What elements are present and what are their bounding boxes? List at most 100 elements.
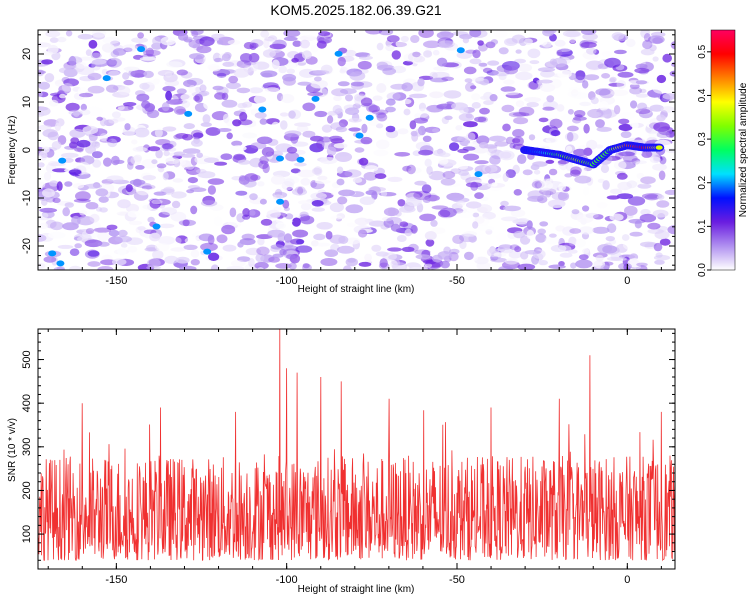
heatmap-cell <box>355 52 371 58</box>
colorbar-gradient <box>710 29 736 271</box>
heatmap-hotspot <box>137 46 146 53</box>
heatmap-cell <box>452 234 464 244</box>
heatmap-cell <box>636 172 645 180</box>
heatmap-cell <box>226 132 233 140</box>
heatmap-cell <box>548 168 558 176</box>
heatmap-cell <box>579 226 594 235</box>
heatmap-cell <box>537 228 546 235</box>
heatmap-cell <box>465 182 483 188</box>
heatmap-cell <box>524 250 541 255</box>
heatmap-cell <box>498 265 513 270</box>
heatmap-cell <box>284 130 302 138</box>
heatmap-cell <box>582 248 590 254</box>
heatmap-cell <box>264 36 275 42</box>
heatmap-hotspot <box>456 47 465 54</box>
heatmap-cell <box>514 58 526 64</box>
heatmap-cell <box>647 35 665 44</box>
heatmap-cell <box>375 139 390 150</box>
heatmap-hotspot <box>365 114 374 121</box>
y-tick-label: 100 <box>21 525 33 543</box>
heatmap-cell <box>538 117 549 123</box>
heatmap-cell <box>38 150 48 161</box>
colorbar-tick-label: 0.5 <box>697 44 708 58</box>
heatmap-cell <box>247 209 261 218</box>
heatmap-cell <box>383 207 400 217</box>
heatmap-cell <box>161 102 170 112</box>
heatmap-cell <box>112 48 127 56</box>
heatmap-cell <box>105 69 121 76</box>
heatmap-cell <box>334 152 353 162</box>
heatmap-cell <box>41 210 55 219</box>
heatmap-cell <box>158 236 176 245</box>
heatmap-cell <box>606 195 620 200</box>
heatmap-cell <box>537 67 556 72</box>
heatmap-cell <box>345 107 360 115</box>
heatmap-cell <box>251 42 259 49</box>
heatmap-cell <box>623 186 640 195</box>
heatmap-cell <box>417 78 425 87</box>
heatmap-cell <box>80 226 95 232</box>
heatmap-cell <box>383 76 391 86</box>
heatmap-cell <box>321 124 333 133</box>
heatmap-cell <box>463 121 478 128</box>
heatmap-cell <box>123 79 134 86</box>
heatmap-cell <box>574 114 583 119</box>
heatmap-cell <box>216 234 228 244</box>
heatmap-cell <box>84 183 102 189</box>
heatmap-cell <box>565 145 573 153</box>
heatmap-cell <box>574 76 586 83</box>
heatmap-cell <box>175 235 189 244</box>
heatmap-cell <box>498 244 513 251</box>
heatmap-cell <box>626 38 636 48</box>
heatmap-cell <box>360 97 373 107</box>
heatmap-cell <box>573 148 587 156</box>
heatmap-cell <box>402 60 413 66</box>
heatmap-cell <box>399 206 416 213</box>
heatmap-cell <box>456 200 466 206</box>
heatmap-cell <box>599 88 615 99</box>
heatmap-cell <box>124 123 131 131</box>
heatmap-cell <box>550 130 561 137</box>
heatmap-cell <box>371 109 389 115</box>
heatmap-cell <box>524 97 541 103</box>
heatmap-cell <box>582 80 589 89</box>
heatmap-cell <box>477 40 484 46</box>
heatmap-cell <box>203 100 215 110</box>
heatmap-cell <box>615 93 631 100</box>
heatmap-cell <box>601 51 613 57</box>
y-tick-label: 400 <box>21 394 33 412</box>
heatmap-cell <box>95 188 109 197</box>
heatmap-cell <box>85 228 95 235</box>
heatmap-cell <box>444 115 453 121</box>
heatmap-cell <box>286 186 293 192</box>
heatmap-cell <box>287 95 296 103</box>
heatmap-cell <box>141 100 151 109</box>
heatmap-cell <box>41 199 48 206</box>
heatmap-cell <box>243 145 259 154</box>
heatmap-cell <box>542 106 555 111</box>
heatmap-cell <box>139 56 157 61</box>
heatmap-cell <box>414 180 427 186</box>
heatmap-cell <box>128 69 136 77</box>
heatmap-cell <box>180 93 193 101</box>
heatmap-cell <box>132 73 145 78</box>
heatmap-cell <box>595 119 605 128</box>
heatmap-cell <box>155 149 163 159</box>
heatmap-cell <box>85 49 92 56</box>
heatmap-cell <box>163 150 170 157</box>
heatmap-cell <box>114 235 132 243</box>
heatmap-cell <box>146 265 161 270</box>
heatmap-cell <box>421 184 432 194</box>
heatmap-cell <box>164 79 180 87</box>
heatmap-cell <box>310 44 319 53</box>
heatmap-cell <box>97 241 110 247</box>
heatmap-cell <box>240 53 253 63</box>
heatmap-cell <box>474 160 489 165</box>
heatmap-cell <box>592 226 610 234</box>
heatmap-cell <box>601 73 611 79</box>
heatmap-cell <box>314 110 328 118</box>
heatmap-cell <box>117 247 127 256</box>
heatmap-cell <box>146 258 161 269</box>
heatmap-cell <box>579 101 591 107</box>
